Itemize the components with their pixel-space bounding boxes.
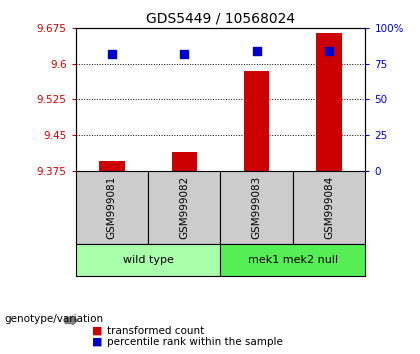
Bar xyxy=(244,71,269,171)
FancyBboxPatch shape xyxy=(76,171,148,244)
Bar xyxy=(317,33,342,171)
Text: wild type: wild type xyxy=(123,255,173,265)
FancyBboxPatch shape xyxy=(293,171,365,244)
FancyArrow shape xyxy=(65,316,78,325)
FancyBboxPatch shape xyxy=(220,244,365,276)
Text: transformed count: transformed count xyxy=(107,326,205,336)
Point xyxy=(108,51,115,57)
Point xyxy=(326,48,333,54)
Point xyxy=(181,51,188,57)
Bar xyxy=(172,152,197,171)
FancyBboxPatch shape xyxy=(220,171,293,244)
Text: GSM999084: GSM999084 xyxy=(324,176,334,239)
Bar xyxy=(99,161,124,171)
Text: ■: ■ xyxy=(92,337,103,347)
FancyBboxPatch shape xyxy=(148,171,221,244)
Point xyxy=(253,48,260,54)
Title: GDS5449 / 10568024: GDS5449 / 10568024 xyxy=(146,12,295,26)
Text: GSM999082: GSM999082 xyxy=(179,176,189,239)
Text: ■: ■ xyxy=(92,326,103,336)
Text: genotype/variation: genotype/variation xyxy=(4,314,103,324)
Text: GSM999081: GSM999081 xyxy=(107,176,117,239)
Text: mek1 mek2 null: mek1 mek2 null xyxy=(248,255,338,265)
Text: percentile rank within the sample: percentile rank within the sample xyxy=(107,337,283,347)
FancyBboxPatch shape xyxy=(76,244,220,276)
Text: GSM999083: GSM999083 xyxy=(252,176,262,239)
